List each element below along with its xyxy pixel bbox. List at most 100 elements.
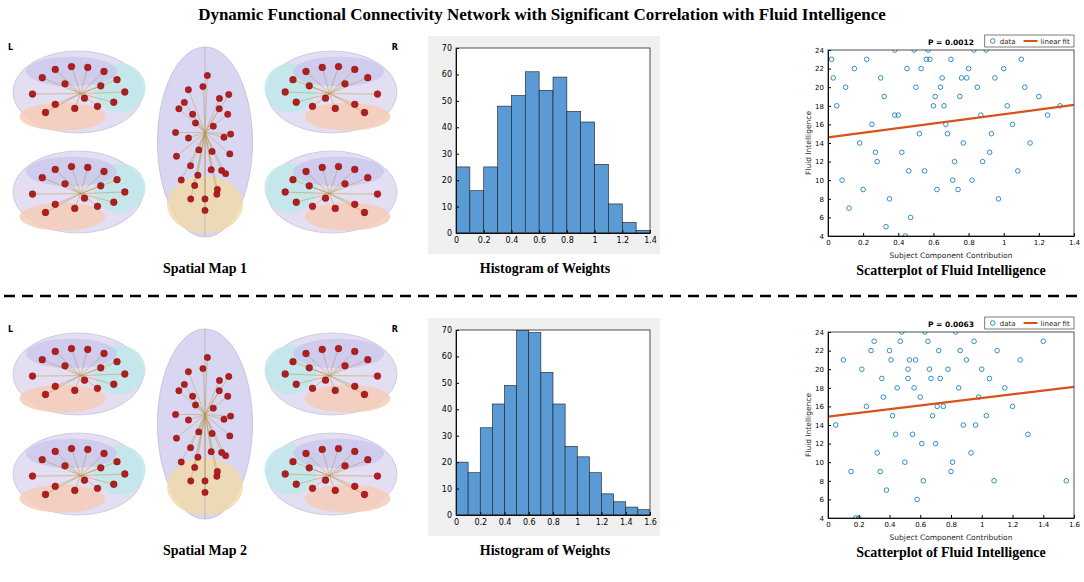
- point: [840, 178, 845, 183]
- legend-box: [985, 317, 1074, 329]
- brain-lobe: [26, 57, 117, 87]
- node: [227, 433, 233, 439]
- tick-mark: [577, 512, 578, 515]
- node: [84, 446, 91, 453]
- connection: [329, 94, 354, 105]
- node: [374, 373, 381, 380]
- node: [52, 483, 59, 490]
- point: [966, 66, 971, 71]
- node: [293, 199, 300, 206]
- brain-lobe: [264, 445, 316, 494]
- point: [949, 57, 954, 62]
- node: [351, 448, 358, 455]
- connection: [329, 449, 338, 476]
- point: [961, 141, 966, 146]
- point: [895, 386, 900, 391]
- node: [84, 164, 91, 171]
- tick: 18: [815, 103, 831, 111]
- legend-item: linear fit: [1024, 38, 1070, 46]
- connection: [181, 133, 205, 181]
- node: [200, 83, 206, 89]
- connection: [205, 415, 231, 417]
- point: [1064, 479, 1069, 484]
- tick-label: 0.2: [858, 239, 869, 247]
- brain-lobe: [264, 345, 316, 394]
- tick-mark: [456, 489, 459, 490]
- tick-label: 0.8: [946, 521, 957, 529]
- node: [94, 385, 101, 392]
- plot-background: [456, 48, 650, 233]
- point: [882, 94, 887, 99]
- point: [941, 404, 946, 409]
- tick-label: 0.4: [499, 518, 512, 527]
- bar: [525, 72, 539, 233]
- side-label: R: [392, 43, 398, 52]
- node: [374, 91, 381, 98]
- node: [319, 346, 326, 353]
- node: [52, 348, 59, 355]
- node: [351, 348, 358, 355]
- tick: 20: [815, 84, 831, 92]
- point: [864, 404, 869, 409]
- brain-lobe: [293, 439, 384, 469]
- tick-mark: [920, 515, 921, 518]
- connection: [285, 192, 329, 194]
- tick-mark: [828, 162, 831, 163]
- node: [319, 164, 326, 171]
- node: [62, 462, 69, 469]
- tick: 1.6: [644, 512, 657, 527]
- brain-lobe: [26, 339, 117, 369]
- point: [993, 76, 998, 81]
- connection: [46, 376, 81, 395]
- point: [875, 451, 880, 456]
- connection: [293, 462, 329, 476]
- connection: [296, 94, 329, 103]
- node: [81, 377, 88, 384]
- node: [293, 481, 300, 488]
- point: [995, 348, 1000, 353]
- connection: [329, 360, 367, 376]
- tick: 0.8: [547, 512, 560, 527]
- node: [97, 182, 104, 189]
- node: [189, 111, 195, 117]
- node: [364, 174, 371, 181]
- tick: 0.2: [478, 230, 491, 245]
- point: [887, 197, 892, 202]
- tick-label: 0.2: [478, 236, 491, 245]
- tick-mark: [1004, 233, 1005, 236]
- tick-mark: [859, 515, 860, 518]
- point: [950, 460, 955, 465]
- node: [81, 95, 88, 102]
- tick: 0.8: [561, 230, 574, 245]
- y-axis: 010203040506070: [442, 326, 459, 520]
- point: [989, 131, 994, 136]
- tick-label: 10: [815, 177, 824, 185]
- tick: 60: [442, 352, 459, 361]
- x-axis-title: Subject Component Contribution: [890, 251, 1013, 260]
- node: [68, 163, 75, 170]
- point: [956, 386, 961, 391]
- tick: 50: [442, 97, 459, 106]
- tick: 0.8: [964, 233, 975, 247]
- node: [216, 388, 222, 394]
- connection: [188, 90, 205, 133]
- tick-mark: [828, 388, 831, 389]
- point: [1023, 85, 1028, 90]
- tick-mark: [456, 462, 459, 463]
- brain-lobe: [94, 63, 146, 112]
- point: [927, 367, 932, 372]
- connection: [306, 72, 329, 94]
- brain-lobe: [26, 157, 117, 187]
- brain-render: [264, 51, 397, 133]
- plot-background: [456, 330, 650, 515]
- tick: 1.6: [1069, 515, 1081, 529]
- point: [964, 358, 969, 363]
- tick-label: 0: [826, 521, 830, 529]
- tick-label: 1.4: [644, 236, 657, 245]
- point: [949, 469, 954, 474]
- y-axis: 4681012141618202224: [815, 329, 831, 523]
- panel-background: [428, 36, 660, 254]
- connection: [177, 415, 206, 439]
- tick-mark: [456, 101, 459, 102]
- node: [335, 345, 342, 352]
